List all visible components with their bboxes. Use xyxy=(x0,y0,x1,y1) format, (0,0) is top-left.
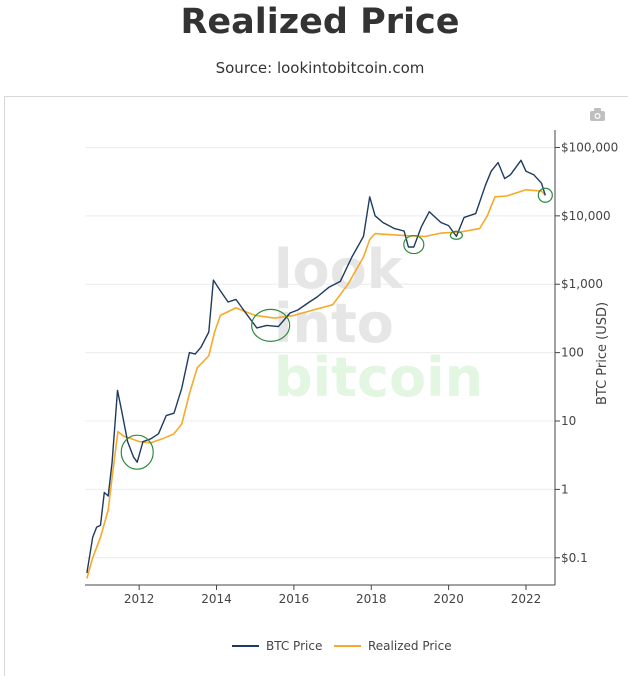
axes-layer: $100,000 $10,000 $1,000 100 10 1 $0.1 2012 2014 2… xyxy=(85,130,618,606)
source-subtitle: Source: lookintobitcoin.com xyxy=(215,59,425,77)
x-tick-label-5: 2022 xyxy=(511,592,542,606)
page-title: Realized Price xyxy=(180,2,460,42)
watermark-line-3: bitcoin xyxy=(274,346,483,409)
legend-label-1[interactable]: Realized Price xyxy=(368,639,452,653)
x-tick-label-2: 2016 xyxy=(279,592,310,606)
annotation-circle-2012 xyxy=(120,434,154,470)
series-line-btc-price xyxy=(86,159,546,574)
y-tick-label-4: 10 xyxy=(561,414,576,428)
x-tick-label-3: 2018 xyxy=(356,592,387,606)
watermark: look into bitcoin xyxy=(274,238,483,409)
series-line-realized-price xyxy=(86,189,546,579)
annotation-circle-2020 xyxy=(449,230,463,240)
y-axis-title: BTC Price (USD) xyxy=(595,302,610,405)
y-tick-label-5: 1 xyxy=(561,482,569,496)
y-tick-label-1: $10,000 xyxy=(561,209,611,223)
y-tick-label-0: $100,000 xyxy=(561,140,618,154)
x-tick-label-0: 2012 xyxy=(124,592,155,606)
x-tick-label-4: 2020 xyxy=(433,592,464,606)
annotation-circle-2019 xyxy=(403,234,425,255)
y-tick-label-2: $1,000 xyxy=(561,277,603,291)
annotation-circle-2015 xyxy=(251,308,291,343)
watermark-line-1: look xyxy=(274,238,404,301)
camera-icon[interactable] xyxy=(590,108,605,121)
series-layer xyxy=(86,159,546,579)
legend-label-0[interactable]: BTC Price xyxy=(266,639,322,653)
annotation-circle-2022 xyxy=(537,187,553,203)
y-tick-label-6: $0.1 xyxy=(561,551,588,565)
x-tick-label-1: 2014 xyxy=(201,592,232,606)
legend: BTC Price Realized Price xyxy=(232,639,452,653)
chart-frame xyxy=(4,96,628,676)
annotation-layer xyxy=(120,187,553,470)
grid-lines xyxy=(85,146,555,559)
y-tick-label-3: 100 xyxy=(561,346,584,360)
